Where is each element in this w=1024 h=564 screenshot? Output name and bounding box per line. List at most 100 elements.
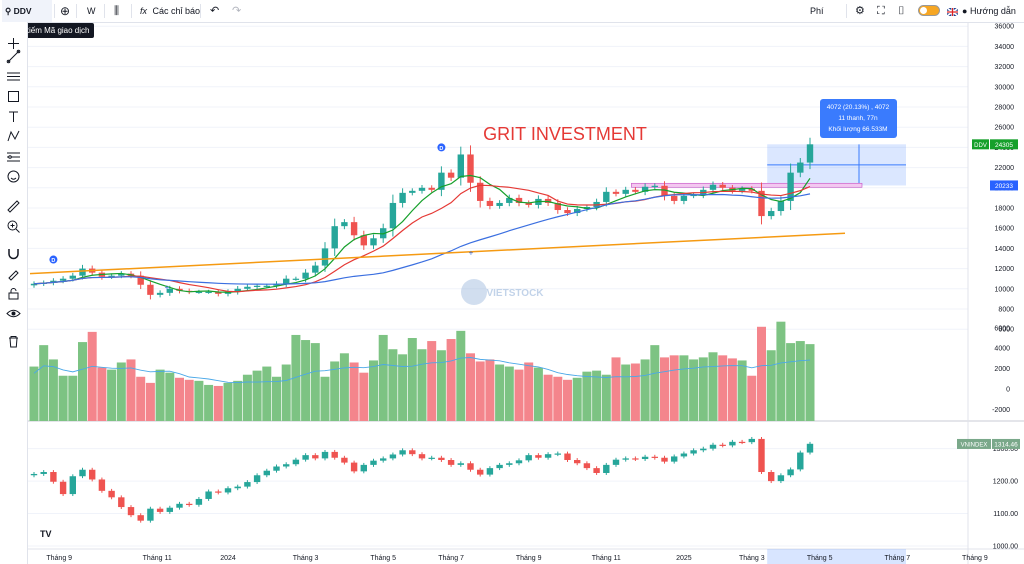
candle[interactable] (447, 172, 455, 178)
candle[interactable] (137, 275, 144, 285)
index-candle[interactable] (535, 455, 542, 458)
index-candle[interactable] (486, 468, 494, 475)
index-candle[interactable] (574, 460, 581, 464)
candle[interactable] (709, 184, 717, 190)
lock-draw-icon[interactable] (6, 266, 21, 281)
index-candle[interactable] (224, 488, 232, 493)
candle[interactable] (787, 172, 794, 201)
candle[interactable] (564, 210, 571, 214)
index-candle[interactable] (418, 454, 426, 459)
index-candle[interactable] (428, 457, 435, 459)
candle[interactable] (69, 275, 76, 279)
index-candle[interactable] (409, 450, 416, 455)
zoom-in-icon[interactable] (6, 219, 21, 234)
index-candle[interactable] (603, 464, 610, 473)
crosshair-icon[interactable] (6, 36, 21, 51)
candle[interactable] (79, 268, 86, 276)
candle[interactable] (486, 200, 494, 206)
candle[interactable] (234, 288, 241, 292)
eye-icon[interactable] (6, 306, 21, 321)
resistance-zone[interactable] (631, 182, 863, 188)
index-candle[interactable] (622, 458, 629, 460)
index-candle[interactable] (166, 507, 173, 512)
candle[interactable] (166, 288, 173, 293)
candle[interactable] (195, 291, 203, 294)
candle[interactable] (506, 197, 513, 203)
index-candle[interactable] (234, 486, 241, 489)
candle[interactable] (525, 202, 532, 205)
index-candle[interactable] (729, 441, 736, 446)
index-candle[interactable] (253, 475, 261, 483)
index-candle[interactable] (350, 462, 358, 472)
candle[interactable] (719, 184, 726, 188)
index-candle[interactable] (263, 470, 270, 476)
fee-button[interactable]: Phí (810, 6, 824, 16)
camera-icon[interactable]: ⌷ (898, 5, 905, 17)
candle[interactable] (360, 235, 367, 246)
index-candle[interactable] (447, 460, 455, 465)
candle[interactable] (50, 280, 57, 283)
index-candle[interactable] (108, 490, 115, 498)
index-candle[interactable] (797, 452, 804, 470)
candle[interactable] (768, 211, 775, 217)
candle[interactable] (147, 284, 154, 295)
trend-line-icon[interactable] (6, 49, 21, 64)
index-candle[interactable] (700, 448, 707, 451)
index-candle[interactable] (98, 479, 106, 491)
candle[interactable] (283, 278, 290, 284)
index-candle[interactable] (525, 455, 532, 461)
index-candle[interactable] (127, 507, 135, 516)
index-candle[interactable] (244, 482, 251, 487)
theme-toggle-icon[interactable] (918, 5, 940, 16)
candle[interactable] (574, 209, 581, 214)
candle[interactable] (438, 172, 445, 190)
index-candle[interactable] (748, 438, 755, 443)
index-candle[interactable] (205, 491, 212, 499)
candle[interactable] (777, 200, 785, 212)
add-symbol-icon[interactable]: ⊕ (60, 4, 71, 18)
index-candle[interactable] (215, 491, 222, 493)
index-candle[interactable] (496, 464, 503, 469)
candle[interactable] (215, 291, 222, 294)
candle[interactable] (205, 291, 212, 294)
candle[interactable] (263, 285, 270, 287)
candle[interactable] (409, 190, 416, 193)
index-candle[interactable] (331, 451, 338, 458)
index-candle[interactable] (283, 464, 290, 467)
index-candle[interactable] (467, 463, 474, 470)
candle[interactable] (350, 222, 358, 236)
magnet-icon[interactable] (6, 246, 21, 261)
index-candle[interactable] (690, 450, 697, 454)
candle[interactable] (302, 272, 309, 279)
index-candle[interactable] (186, 503, 193, 506)
fullscreen-icon[interactable]: ⛶ (877, 5, 885, 17)
index-candle[interactable] (370, 460, 377, 465)
index-candle[interactable] (438, 457, 445, 461)
lock-icon[interactable] (6, 286, 21, 301)
index-candle[interactable] (777, 475, 785, 482)
index-candle[interactable] (477, 469, 484, 475)
index-candle[interactable] (671, 456, 678, 462)
candle[interactable] (671, 195, 678, 201)
index-candle[interactable] (787, 469, 794, 476)
candle[interactable] (467, 154, 474, 183)
index-candle[interactable] (583, 463, 591, 469)
candle[interactable] (224, 291, 232, 294)
candle[interactable] (156, 292, 164, 295)
interval-button[interactable]: W (87, 6, 96, 16)
settings-icon[interactable]: ⚙ (855, 5, 865, 17)
emoji-icon[interactable] (6, 169, 21, 184)
index-candle[interactable] (399, 450, 406, 455)
candle[interactable] (253, 285, 261, 287)
index-candle[interactable] (30, 473, 38, 476)
candle[interactable] (515, 197, 523, 203)
pattern-icon[interactable] (6, 129, 21, 144)
candle[interactable] (758, 190, 765, 217)
candle[interactable] (331, 226, 338, 249)
index-candle[interactable] (312, 455, 319, 459)
index-candle[interactable] (137, 515, 144, 521)
index-candle[interactable] (50, 472, 57, 482)
candle[interactable] (59, 278, 67, 281)
candle[interactable] (651, 185, 658, 187)
